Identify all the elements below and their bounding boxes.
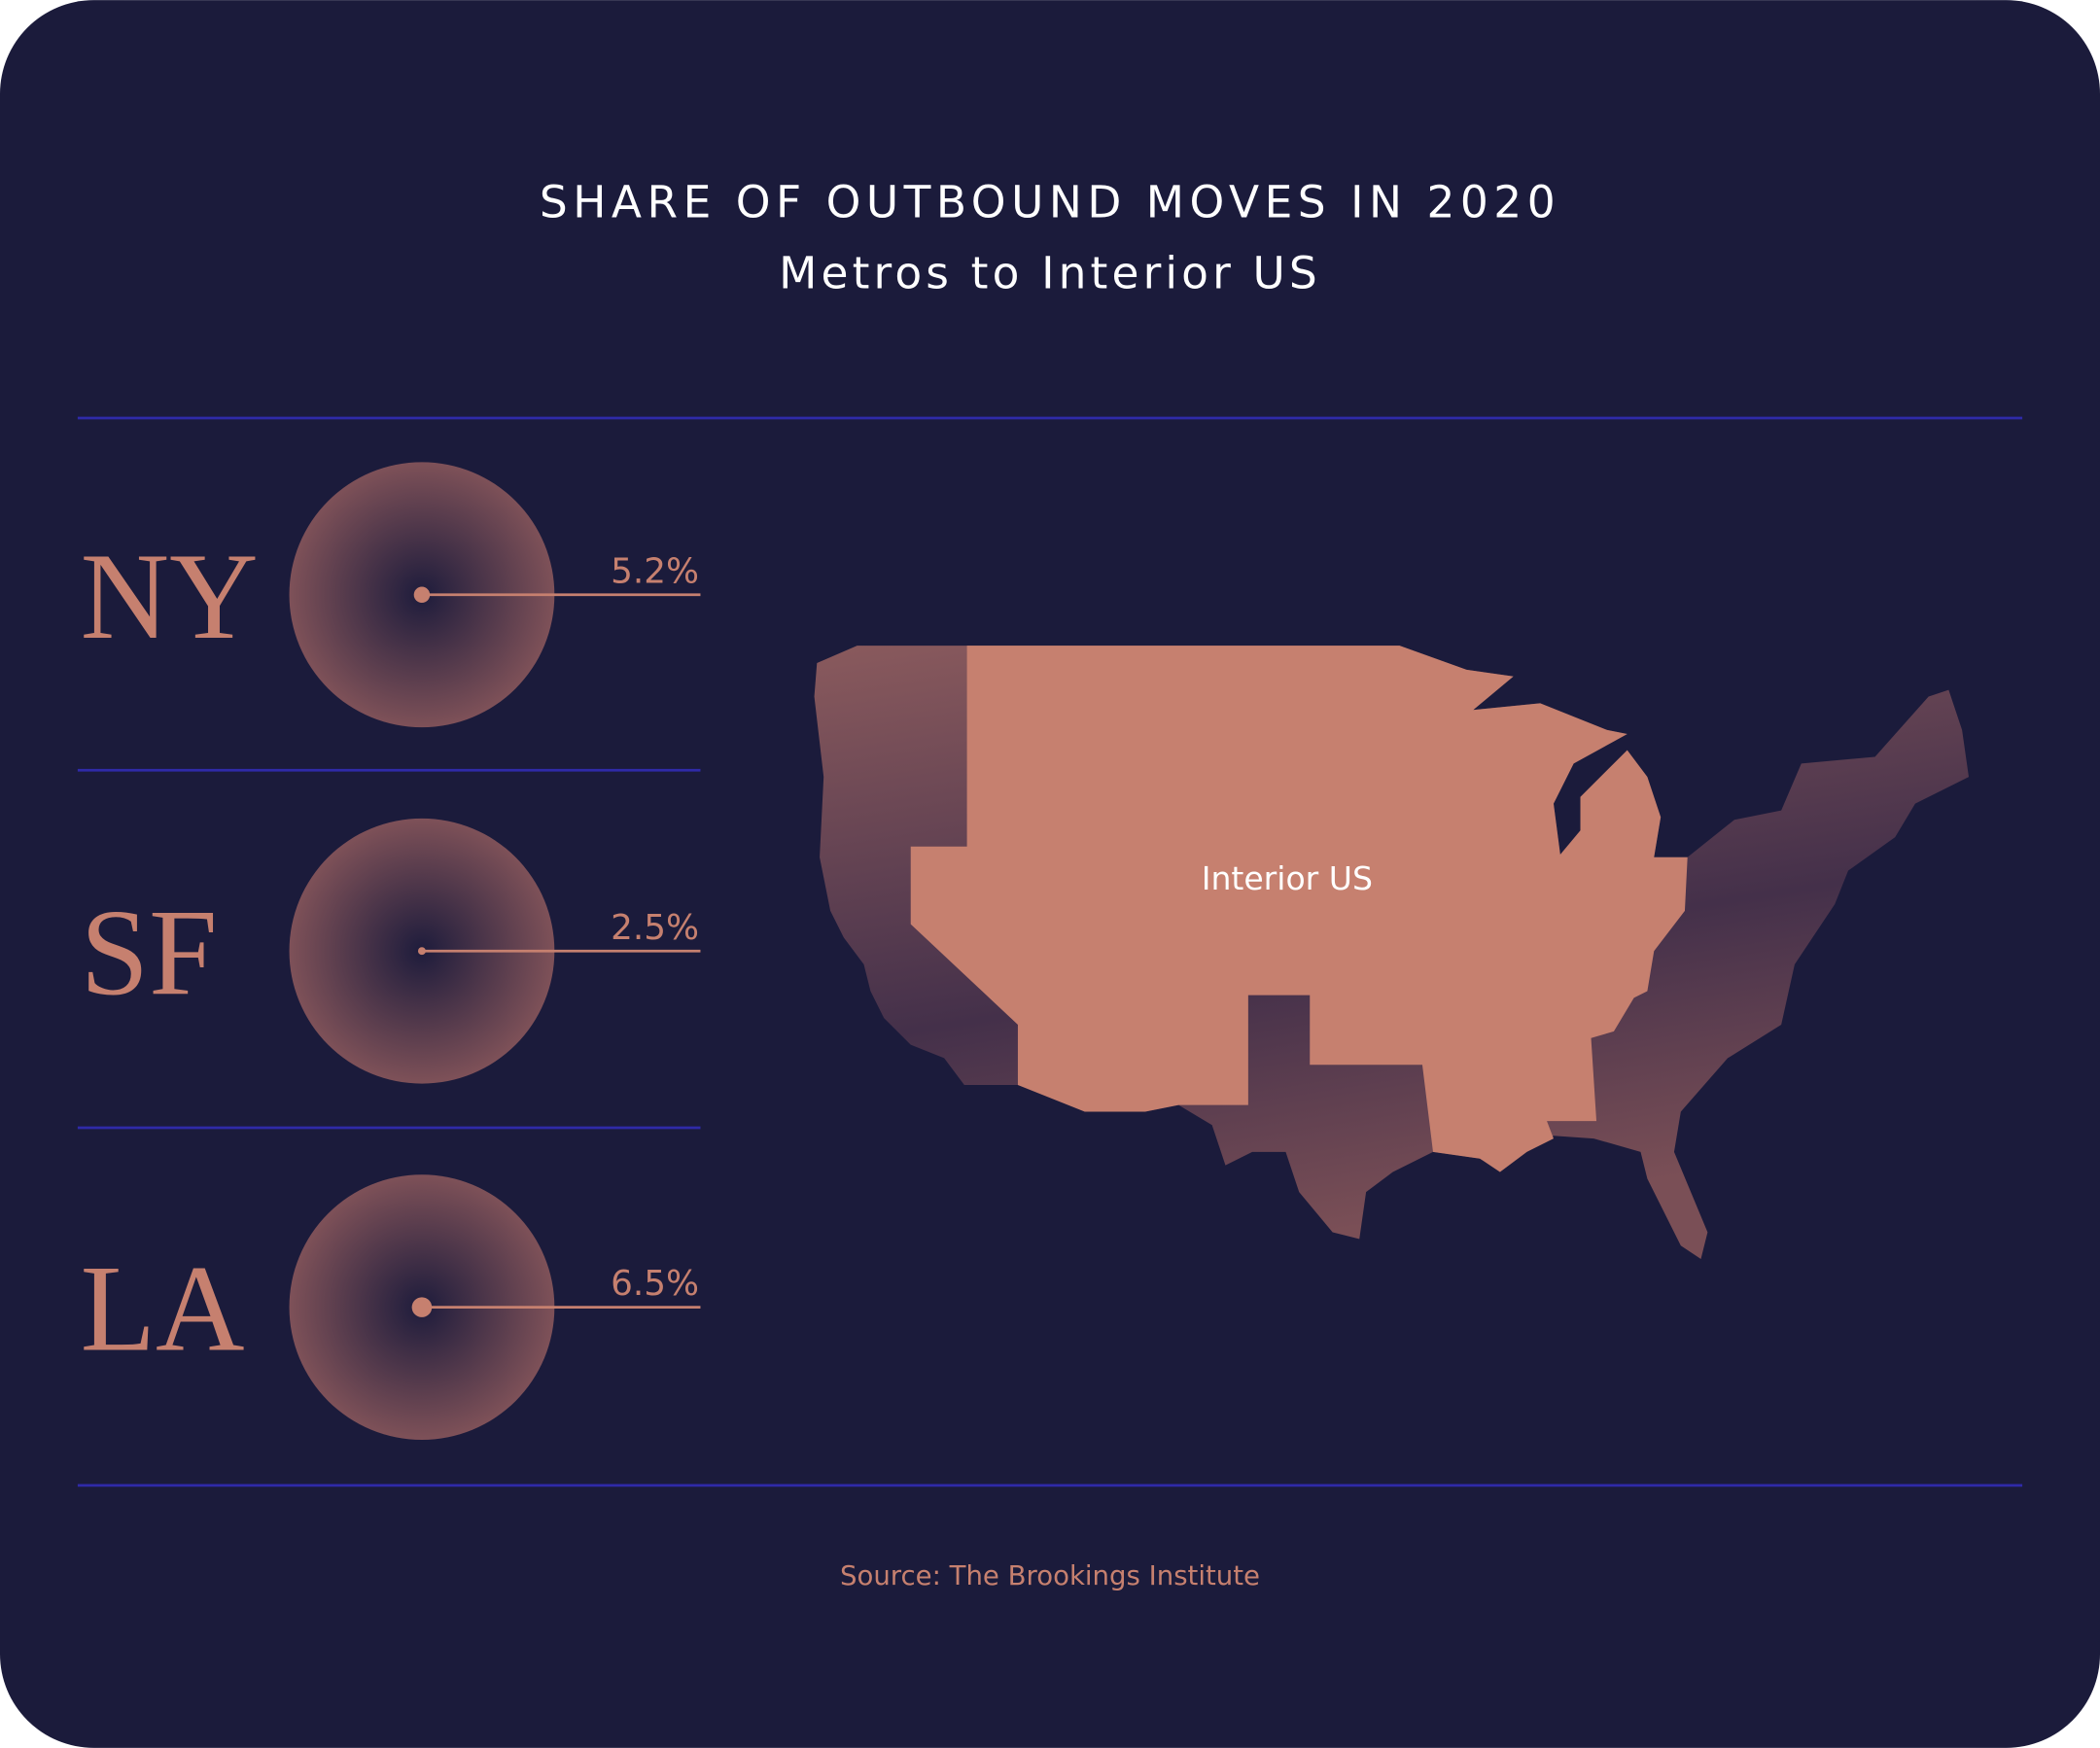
us-map (814, 646, 1969, 1260)
metro-rows: NY 5.2% SF 2.5% LA 6.5% (81, 462, 701, 1441)
metro-label: LA (81, 1241, 245, 1378)
metro-label: SF (81, 885, 218, 1021)
metro-label: NY (81, 529, 259, 665)
subtitle: Metros to Interior US (779, 247, 1321, 298)
title: SHARE OF OUTBOUND MOVES IN 2020 (540, 176, 1560, 227)
share-dot (413, 586, 431, 604)
source: Source: The Brookings Institute (840, 1560, 1260, 1591)
interior-region (910, 646, 1688, 1172)
value-label: 2.5% (611, 908, 699, 948)
share-dot (411, 1297, 433, 1317)
dividers (77, 416, 2023, 1487)
value-label: 5.2% (611, 551, 699, 591)
map-label: Interior US (1202, 859, 1373, 897)
share-dot (417, 947, 426, 956)
value-label: 6.5% (611, 1264, 699, 1304)
